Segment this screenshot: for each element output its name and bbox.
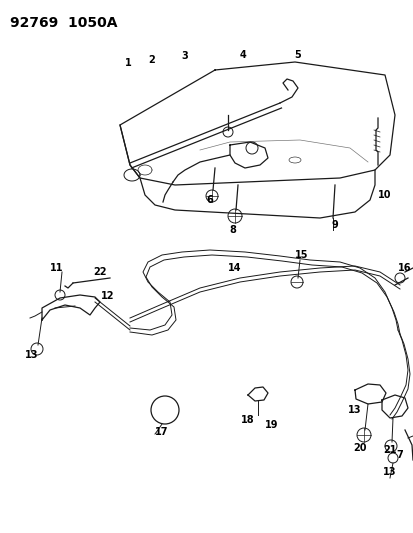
Text: 20: 20 — [352, 443, 366, 453]
Text: 13: 13 — [382, 467, 396, 477]
Text: 11: 11 — [50, 263, 64, 273]
Text: 6: 6 — [206, 195, 213, 205]
Circle shape — [356, 428, 370, 442]
Text: 4: 4 — [239, 50, 246, 60]
Text: 19: 19 — [265, 420, 278, 430]
Text: 18: 18 — [241, 415, 254, 425]
Circle shape — [31, 343, 43, 355]
Text: 92769  1050A: 92769 1050A — [10, 16, 117, 30]
Circle shape — [394, 273, 404, 283]
Text: 22: 22 — [93, 267, 107, 277]
Text: 15: 15 — [294, 250, 308, 260]
Circle shape — [206, 190, 218, 202]
Text: 1: 1 — [124, 58, 131, 68]
Text: 8: 8 — [229, 225, 236, 235]
Text: 17: 17 — [155, 427, 169, 437]
Text: 16: 16 — [397, 263, 411, 273]
Circle shape — [290, 276, 302, 288]
Text: 13: 13 — [347, 405, 361, 415]
Text: 7: 7 — [396, 450, 402, 460]
Text: 9: 9 — [331, 220, 337, 230]
Text: 10: 10 — [377, 190, 391, 200]
Text: 14: 14 — [228, 263, 241, 273]
Circle shape — [387, 453, 397, 463]
Circle shape — [245, 142, 257, 154]
Circle shape — [223, 127, 233, 137]
Circle shape — [55, 290, 65, 300]
Text: 5: 5 — [294, 50, 301, 60]
Text: 3: 3 — [181, 51, 188, 61]
Circle shape — [384, 440, 396, 452]
Text: 13: 13 — [25, 350, 39, 360]
Text: 21: 21 — [382, 445, 396, 455]
Text: 2: 2 — [148, 55, 155, 65]
Text: 12: 12 — [101, 291, 114, 301]
Circle shape — [228, 209, 242, 223]
